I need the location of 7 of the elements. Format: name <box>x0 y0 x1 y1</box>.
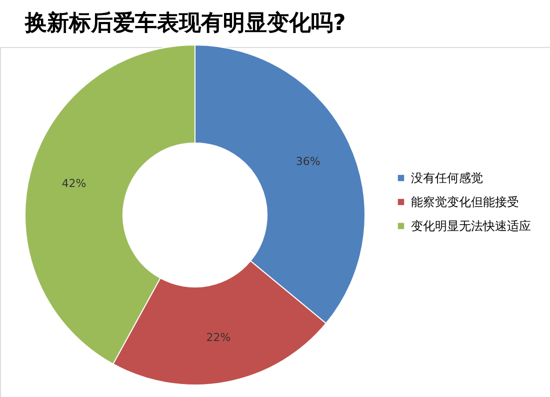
legend-label: 变化明显无法快速适应 <box>411 219 531 233</box>
data-label: 22% <box>206 330 231 344</box>
data-label: 42% <box>62 176 86 190</box>
legend-label: 能察觉变化但能接受 <box>411 195 519 209</box>
chart-title: 换新标后爱车表现有明显变化吗? <box>24 10 346 36</box>
legend-label: 没有任何感觉 <box>411 171 483 185</box>
data-label: 36% <box>296 154 320 168</box>
